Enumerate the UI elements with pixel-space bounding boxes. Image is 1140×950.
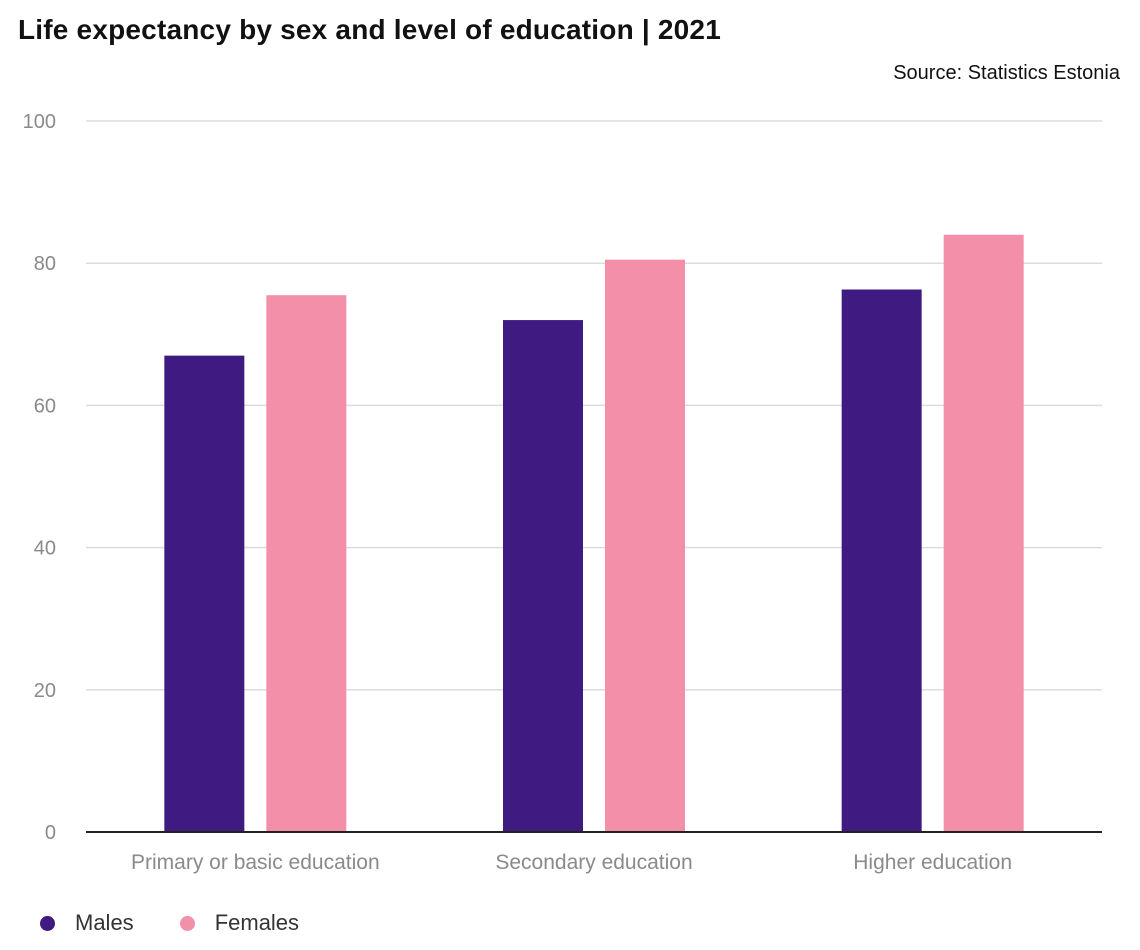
legend-swatch-females xyxy=(179,915,195,931)
source-note: Source: Statistics Estonia xyxy=(893,62,1120,84)
x-category-label-2: Secondary education xyxy=(495,851,692,874)
y-tick-label-80: 80 xyxy=(34,253,56,275)
bar-females-1 xyxy=(266,295,347,832)
y-tick-label-0: 0 xyxy=(45,822,56,844)
y-tick-label-40: 40 xyxy=(34,538,56,560)
bar-chart: 0 20 40 60 80 100 Primary or basic education Se… xyxy=(23,111,1102,874)
legend-swatch-males xyxy=(40,915,55,931)
legend-item-males: Males xyxy=(40,910,134,936)
chart-title: Life expectancy by sex and level of educ… xyxy=(18,14,721,45)
bar-males-2 xyxy=(503,320,583,832)
x-category-label-3: Higher education xyxy=(853,851,1012,874)
legend: Males Females xyxy=(40,910,345,936)
y-tick-label-100: 100 xyxy=(23,111,56,133)
legend-item-females: Females xyxy=(179,910,300,936)
bar-males-3 xyxy=(841,289,922,833)
bar-males-1 xyxy=(164,355,245,832)
y-tick-label-20: 20 xyxy=(34,680,56,702)
bar-females-2 xyxy=(605,259,685,832)
y-tick-label-60: 60 xyxy=(34,395,56,417)
x-category-label-1: Primary or basic education xyxy=(131,851,380,874)
legend-label-males: Males xyxy=(75,910,134,935)
bar-females-3 xyxy=(943,234,1024,832)
legend-label-females: Females xyxy=(214,910,300,935)
